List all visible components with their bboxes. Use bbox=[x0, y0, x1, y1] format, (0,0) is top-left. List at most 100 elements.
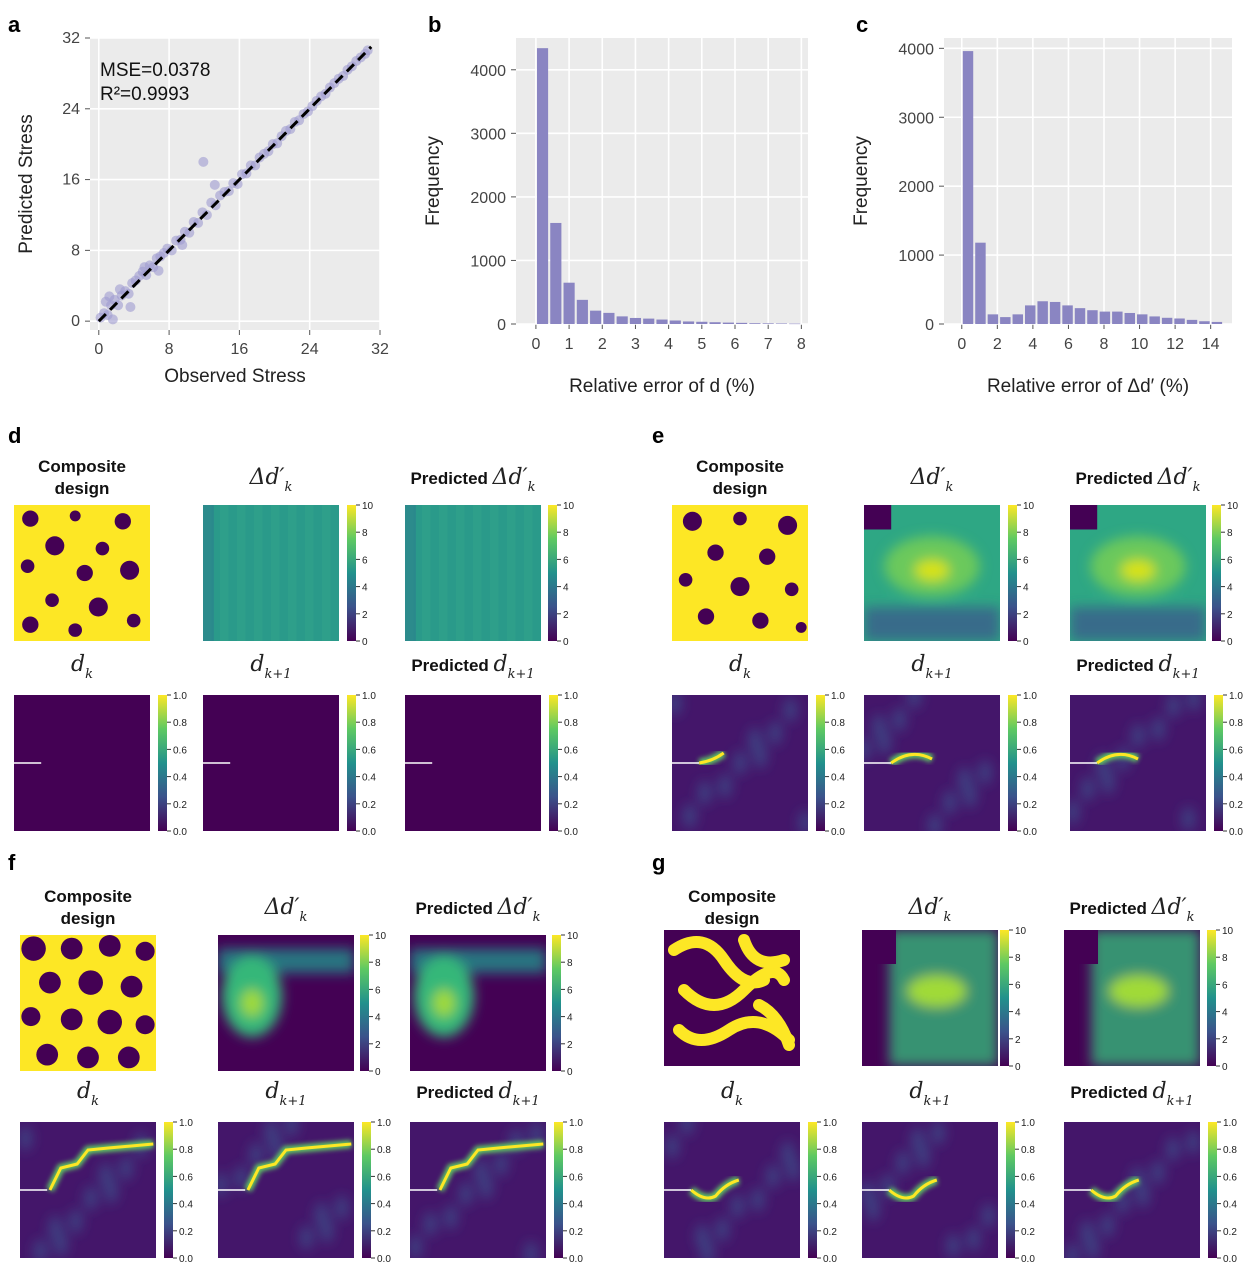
header-subscript: k bbox=[1187, 910, 1195, 925]
field-blob bbox=[914, 559, 950, 582]
colorbar-tick-label: 8 bbox=[1222, 953, 1228, 964]
colorbar-tick-label: 0.0 bbox=[823, 1254, 837, 1265]
field-blob bbox=[1065, 1243, 1079, 1258]
y-axis-label: Frequency bbox=[851, 136, 872, 226]
histogram-bar bbox=[1161, 317, 1173, 324]
colorbar-tick-label: 1.0 bbox=[569, 1118, 583, 1129]
y-tick-label: 4000 bbox=[898, 41, 934, 58]
crack-path bbox=[1096, 752, 1139, 765]
colorbar bbox=[1000, 930, 1009, 1066]
field-texture bbox=[456, 505, 465, 641]
colorbar-tick-label: 0 bbox=[375, 1067, 381, 1078]
colorbar-tick-label: 10 bbox=[1227, 501, 1239, 512]
x-tick-label: 3 bbox=[631, 336, 640, 353]
histogram-bar bbox=[775, 323, 788, 324]
field-blob bbox=[1151, 1160, 1165, 1185]
x-tick-label: 0 bbox=[957, 336, 966, 353]
field-blob bbox=[20, 1126, 33, 1151]
field-blob bbox=[284, 1122, 299, 1137]
field-blob bbox=[423, 1211, 438, 1237]
colorbar-tick-label: 8 bbox=[1023, 528, 1029, 539]
field-texture-group bbox=[410, 1122, 544, 1258]
colorbar-tick-label: 10 bbox=[1222, 926, 1234, 937]
field-blob bbox=[494, 1151, 508, 1177]
inclusion bbox=[697, 608, 715, 625]
header-math-symbol: d bbox=[250, 652, 264, 677]
column-header: Predicted Δd′k bbox=[410, 465, 535, 495]
panel-label-f: f bbox=[8, 850, 16, 875]
colorbar-tick-label: 0.8 bbox=[173, 718, 187, 729]
colorbar bbox=[362, 1122, 371, 1258]
field-dark-region bbox=[1064, 930, 1098, 964]
header-subscript: k bbox=[735, 1094, 743, 1109]
inclusion bbox=[733, 511, 747, 526]
colorbar-tick-label: 0.4 bbox=[179, 1200, 193, 1211]
colorbar-tick-label: 0 bbox=[1015, 1062, 1021, 1073]
field-texture-group bbox=[889, 930, 998, 1066]
colorbar-tick-label: 0.2 bbox=[564, 800, 578, 811]
colorbar-tick-label: 4 bbox=[1023, 583, 1029, 594]
y-tick-label: 2000 bbox=[898, 179, 934, 196]
field-texture bbox=[473, 505, 482, 641]
column-header: Predicted dk+1 bbox=[411, 652, 534, 682]
colorbar-tick-label: 1.0 bbox=[1229, 691, 1243, 702]
histogram-bar bbox=[669, 320, 681, 324]
field-blob bbox=[299, 1225, 314, 1250]
y-tick-label: 1000 bbox=[898, 248, 934, 265]
field-blob bbox=[119, 1156, 133, 1181]
x-tick-label: 8 bbox=[165, 341, 174, 358]
field-blob bbox=[733, 750, 747, 776]
header-bold-text: Predicted bbox=[415, 899, 492, 918]
y-axis-label: Frequency bbox=[423, 136, 444, 226]
field-blob bbox=[234, 1165, 248, 1190]
field-blob bbox=[68, 1209, 83, 1234]
scatter-point bbox=[123, 288, 134, 299]
x-axis-label: Relative error of d (%) bbox=[569, 376, 755, 397]
design-title-line1: Composite bbox=[688, 887, 776, 906]
field-edge bbox=[405, 505, 416, 641]
header-subscript: k bbox=[91, 1094, 99, 1109]
field-texture-group bbox=[862, 1122, 996, 1258]
field-blob bbox=[1120, 559, 1156, 582]
header-subscript: k+1 bbox=[280, 1094, 307, 1109]
colorbar-tick-label: 0.6 bbox=[564, 745, 578, 756]
header-bold-text: Predicted bbox=[411, 656, 488, 675]
histogram-bar bbox=[722, 322, 734, 324]
inclusion bbox=[682, 511, 702, 531]
x-tick-label: 4 bbox=[1028, 336, 1037, 353]
inclusion bbox=[730, 577, 750, 597]
inclusion bbox=[76, 564, 93, 582]
colorbar-tick-label: 6 bbox=[1015, 980, 1021, 991]
header-math-symbol: d bbox=[77, 1079, 91, 1104]
colorbar-tick-label: 0.6 bbox=[179, 1172, 193, 1183]
colorbar-tick-label: 1.0 bbox=[377, 1118, 391, 1129]
field-blob bbox=[927, 813, 942, 831]
inclusion bbox=[120, 560, 140, 580]
field-map bbox=[218, 1122, 354, 1258]
colorbar-tick-label: 0.0 bbox=[1229, 827, 1243, 838]
header-bold-text: Predicted bbox=[1076, 656, 1153, 675]
histogram-bar bbox=[1124, 312, 1136, 324]
panel-label-b: b bbox=[428, 12, 441, 37]
header-subscript: k+1 bbox=[1173, 667, 1200, 682]
crack-path bbox=[888, 1178, 938, 1200]
colorbar-tick-label: 2 bbox=[362, 610, 368, 621]
header-math-symbol: Δd′ bbox=[249, 465, 285, 490]
field-texture-group bbox=[410, 948, 546, 1037]
field-blob bbox=[249, 1142, 263, 1167]
colorbar bbox=[1208, 1122, 1217, 1258]
colorbar-tick-label: 10 bbox=[563, 501, 575, 512]
field-blob bbox=[748, 727, 762, 753]
design-title-line2: design bbox=[713, 479, 768, 498]
r2-annotation: R²=0.9993 bbox=[100, 84, 189, 105]
colorbar-tick-label: 0.6 bbox=[377, 1172, 391, 1183]
crack-path bbox=[690, 1178, 740, 1200]
field-texture bbox=[422, 505, 431, 641]
x-axis-label: Observed Stress bbox=[164, 366, 306, 387]
field-texture bbox=[439, 505, 448, 641]
field-texture bbox=[524, 505, 533, 641]
field-texture-group bbox=[1065, 1130, 1200, 1258]
field-blob bbox=[907, 695, 922, 709]
histogram-bar bbox=[1211, 321, 1223, 324]
x-tick-label: 2 bbox=[993, 336, 1002, 353]
